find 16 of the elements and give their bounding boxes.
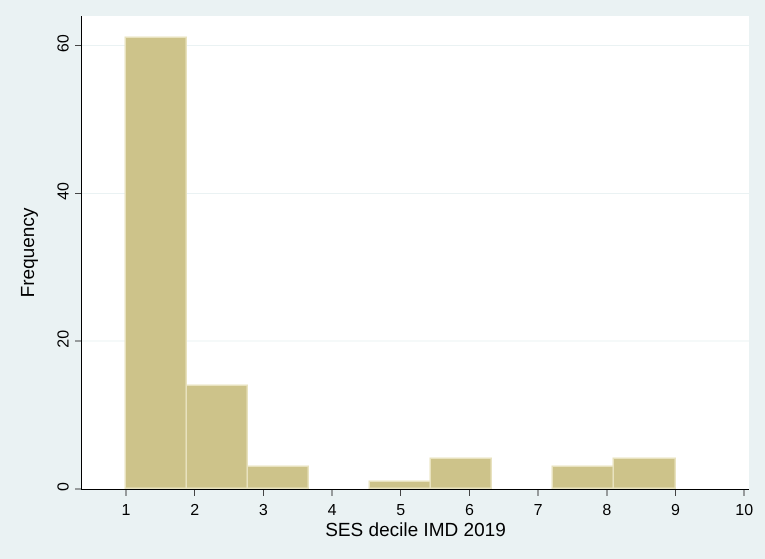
y-tick-label: 40 — [56, 182, 73, 200]
x-tick-label: 3 — [258, 502, 268, 520]
y-tick-label: 60 — [56, 34, 73, 52]
x-tick-label: 8 — [602, 502, 612, 520]
y-tick-label: 0 — [56, 482, 73, 492]
x-axis-title: SES decile IMD 2019 — [325, 520, 506, 541]
x-tick-label: 7 — [534, 502, 543, 520]
x-tick-label: 9 — [671, 502, 680, 520]
x-tick-label: 5 — [396, 502, 406, 520]
x-tick-label: 4 — [328, 502, 337, 520]
y-axis-title: Frequency — [18, 207, 39, 298]
x-tick-label: 6 — [464, 502, 474, 520]
y-tick-label: 20 — [56, 330, 73, 348]
x-tick-label: 1 — [122, 502, 131, 520]
x-tick-label: 10 — [735, 502, 754, 520]
x-tick-label: 2 — [190, 502, 200, 520]
